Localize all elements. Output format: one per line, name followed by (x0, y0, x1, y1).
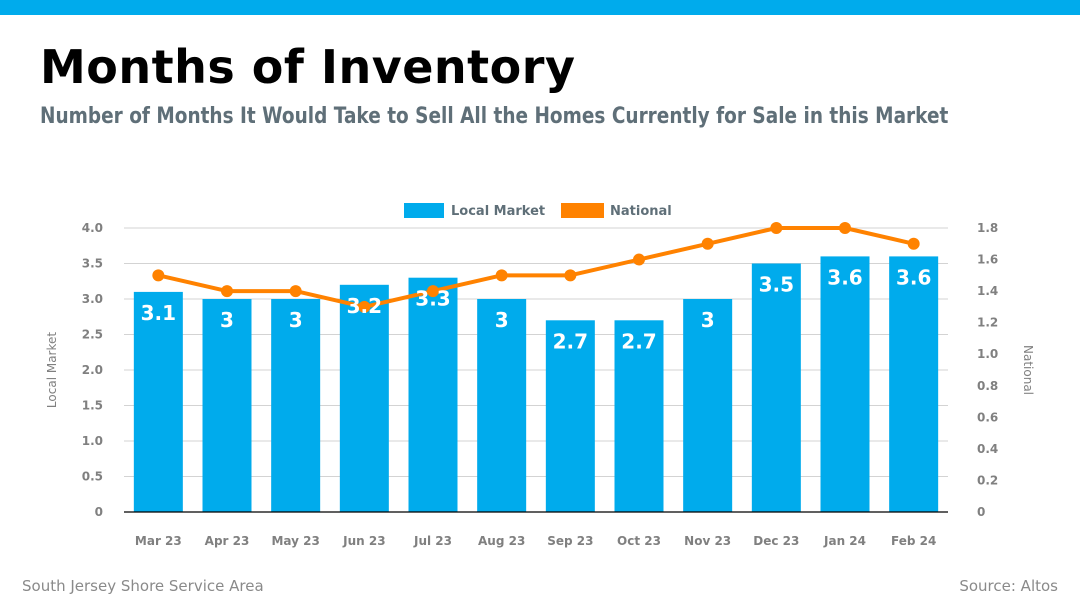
national-series-line (157, 226, 915, 309)
bar-local-market (271, 299, 321, 512)
category-label: Apr 23 (205, 534, 250, 548)
right-tick-label: 0.6 (977, 410, 998, 424)
bar-data-label: 2.7 (553, 329, 588, 353)
category-label: Aug 23 (478, 534, 525, 548)
right-tick-label: 1.6 (977, 253, 998, 267)
left-tick-label: 4.0 (82, 221, 103, 235)
national-point (701, 237, 714, 250)
legend-swatch-national (561, 203, 604, 218)
category-label: Dec 23 (753, 534, 799, 548)
right-tick-label: 1.8 (977, 221, 998, 235)
right-tick-label: 1.2 (977, 316, 998, 330)
bar-local-market (820, 256, 870, 512)
category-label: Jul 23 (413, 534, 452, 548)
category-label: Nov 23 (684, 534, 731, 548)
right-tick-label: 1.4 (977, 284, 998, 298)
category-label: Feb 24 (891, 534, 936, 548)
category-label: May 23 (271, 534, 319, 548)
legend-label-national: National (610, 204, 672, 219)
top-accent-bar (0, 0, 1080, 15)
bar-local-market (614, 320, 664, 512)
bar-data-label: 3.5 (759, 273, 794, 297)
bar-data-label: 3 (220, 308, 234, 332)
bar-data-label: 3.2 (347, 294, 382, 318)
left-tick-label: 1.0 (82, 434, 103, 448)
bar-local-market (545, 320, 595, 512)
category-label: Jan 24 (823, 534, 866, 548)
bar-local-market (202, 299, 252, 512)
bar-local-market (133, 291, 183, 512)
category-label: Sep 23 (547, 534, 593, 548)
bar-local-market (751, 263, 801, 512)
bar-data-label: 3.1 (141, 301, 176, 325)
legend-swatch-local (404, 203, 444, 218)
national-point (770, 222, 783, 234)
bar-data-label: 3.6 (827, 265, 862, 289)
bar-local-market (477, 299, 527, 512)
bar-data-label: 2.7 (621, 329, 656, 353)
bar-data-label: 3 (495, 308, 509, 332)
national-point (221, 285, 233, 298)
bar-local-market (408, 277, 458, 512)
left-tick-label: 3.5 (82, 257, 103, 271)
region-label: South Jersey Shore Service Area (22, 577, 264, 595)
left-tick-label: 0 (95, 505, 103, 519)
right-tick-label: 0.4 (977, 442, 998, 456)
bar-data-label: 3 (289, 308, 303, 332)
national-point (907, 237, 920, 250)
left-tick-label: 0.5 (82, 470, 103, 484)
national-point (564, 269, 577, 282)
category-label: Mar 23 (135, 534, 182, 548)
right-tick-label: 0.8 (977, 379, 998, 393)
left-axis-title: Local Market (45, 332, 59, 408)
national-point (633, 253, 645, 266)
national-point (495, 269, 508, 282)
category-label: Jun 23 (342, 534, 385, 548)
right-axis-title: National (1021, 345, 1035, 395)
bar-data-label: 3 (701, 308, 715, 332)
national-point (427, 285, 439, 298)
left-tick-label: 1.5 (82, 399, 103, 413)
category-label: Oct 23 (617, 534, 661, 548)
left-tick-label: 2.5 (82, 328, 103, 342)
legend-label-local: Local Market (451, 204, 545, 219)
national-point (358, 300, 371, 313)
bar-data-label: 3.6 (896, 265, 931, 289)
right-tick-label: 0.2 (977, 473, 998, 487)
national-point (839, 222, 851, 234)
national-point (289, 285, 302, 298)
right-tick-label: 0 (977, 505, 985, 519)
bar-local-market (339, 284, 389, 512)
bar-data-label: 3.3 (415, 287, 450, 311)
page-title: Months of Inventory (40, 40, 576, 94)
bar-local-market (889, 256, 939, 512)
national-point (152, 269, 165, 282)
left-tick-label: 2.0 (82, 363, 103, 377)
right-tick-label: 1.0 (977, 347, 998, 361)
page-subtitle: Number of Months It Would Take to Sell A… (40, 104, 949, 129)
bar-local-market (683, 299, 733, 512)
left-tick-label: 3.0 (82, 292, 103, 306)
source-label: Source: Altos (959, 577, 1058, 595)
